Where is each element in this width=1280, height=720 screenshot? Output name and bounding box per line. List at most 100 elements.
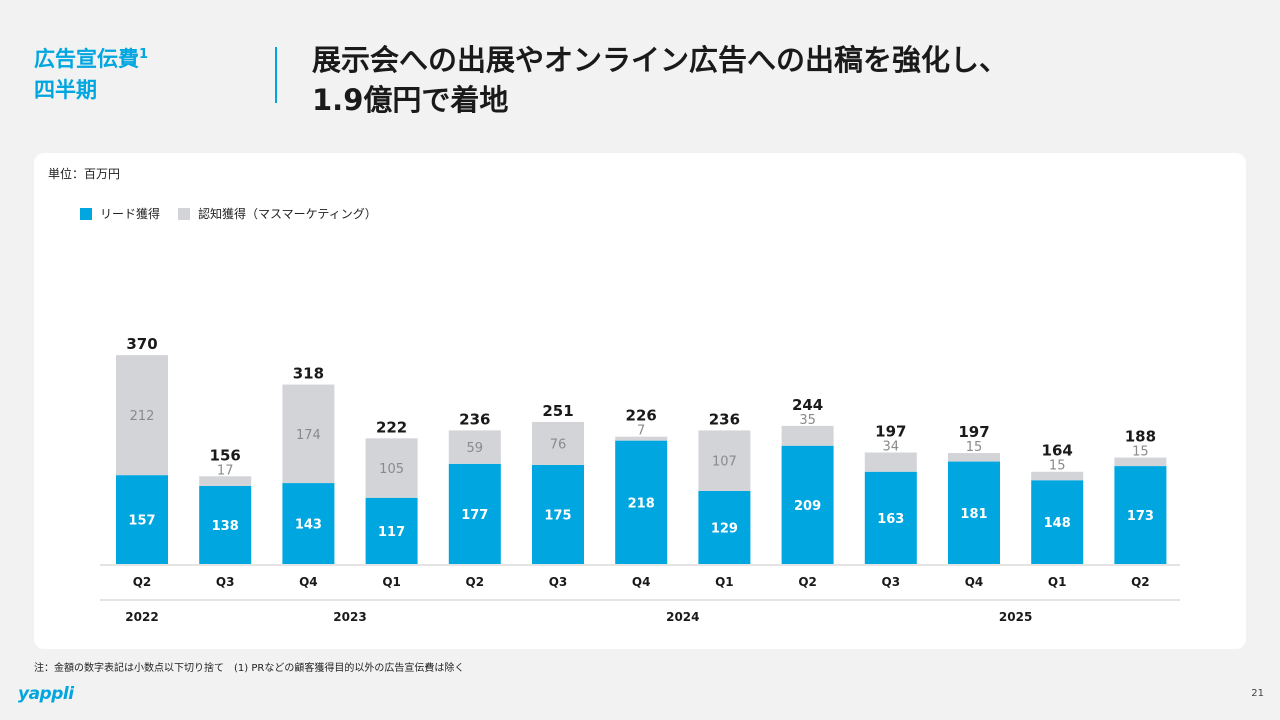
label-total-3: 222 — [376, 418, 407, 436]
year-label-2023: 2023 — [333, 610, 366, 624]
tick-label-11: Q1 — [1048, 575, 1067, 589]
bar-lead-7 — [698, 490, 751, 564]
tick-label-6: Q4 — [632, 575, 651, 589]
legend-item-lead: リード獲得 — [80, 205, 160, 222]
footnote: 注：金額の数字表記は小数点以下切り捨て (1) PRなどの顧客獲得目的以外の広告… — [34, 663, 465, 674]
headline-line-2: 1.9億円で着地 — [312, 83, 509, 117]
page-number: 21 — [1251, 688, 1264, 699]
label-total-1: 156 — [210, 446, 241, 464]
legend-swatch-lead — [80, 207, 92, 220]
bar-awareness-12 — [1114, 457, 1167, 467]
legend-label-awareness: 認知獲得（マスマーケティング） — [198, 207, 377, 221]
yappli-logo: yappli — [18, 684, 74, 704]
tick-label-1: Q3 — [216, 575, 235, 589]
label-total-7: 236 — [709, 410, 740, 428]
bar-lead-2 — [282, 483, 335, 564]
year-label-2025: 2025 — [999, 610, 1032, 624]
chart-card — [34, 153, 1246, 649]
legend-label-lead: リード獲得 — [100, 207, 161, 221]
bar-awareness-5 — [532, 421, 584, 465]
label-lead-1: 138 — [212, 519, 239, 534]
label-awareness-10: 15 — [966, 440, 983, 455]
label-total-4: 236 — [459, 410, 490, 428]
label-total-9: 197 — [875, 422, 906, 440]
label-lead-3: 117 — [378, 525, 405, 540]
bar-awareness-11 — [1031, 471, 1084, 481]
bar-awareness-9 — [864, 452, 917, 472]
label-awareness-9: 34 — [883, 439, 900, 454]
bar-awareness-6 — [615, 436, 668, 441]
label-lead-0: 157 — [128, 514, 155, 529]
label-total-10: 197 — [958, 423, 989, 441]
label-lead-5: 175 — [544, 508, 571, 523]
title-divider — [275, 47, 277, 103]
section-subtitle: 四半期 — [34, 78, 97, 102]
bar-lead-0 — [116, 475, 168, 564]
tick-label-7: Q1 — [715, 575, 734, 589]
label-lead-11: 148 — [1044, 516, 1071, 531]
label-total-6: 226 — [626, 407, 657, 425]
legend-item-awareness: 認知獲得（マスマーケティング） — [178, 205, 377, 222]
label-awareness-8: 35 — [799, 413, 816, 428]
label-total-0: 370 — [126, 335, 157, 353]
year-label-2024: 2024 — [666, 610, 699, 624]
label-awareness-3: 105 — [379, 462, 404, 477]
bar-lead-8 — [781, 445, 834, 564]
label-awareness-0: 212 — [130, 409, 155, 424]
headline-line-1: 展示会への出展やオンライン広告への出稿を強化し、 — [312, 43, 1009, 77]
chart-legend: リード獲得 認知獲得（マスマーケティング） — [80, 205, 395, 222]
tick-label-12: Q2 — [1131, 575, 1150, 589]
bar-lead-11 — [1031, 480, 1084, 564]
bar-lead-1 — [199, 485, 252, 564]
label-awareness-12: 15 — [1132, 445, 1149, 460]
label-awareness-4: 59 — [467, 441, 484, 456]
label-total-2: 318 — [293, 365, 324, 383]
label-total-11: 164 — [1042, 442, 1073, 460]
tick-label-5: Q3 — [549, 575, 568, 589]
bar-awareness-7 — [698, 430, 751, 491]
label-lead-8: 209 — [794, 499, 821, 514]
bar-awareness-1 — [199, 476, 252, 486]
bar-lead-5 — [532, 464, 584, 564]
legend-swatch-awareness — [178, 207, 191, 220]
label-awareness-5: 76 — [550, 437, 567, 452]
label-lead-4: 177 — [461, 508, 488, 523]
label-awareness-11: 15 — [1049, 459, 1066, 474]
tick-label-10: Q4 — [965, 575, 984, 589]
label-lead-6: 218 — [628, 496, 655, 511]
bar-awareness-3 — [365, 438, 418, 498]
bar-lead-4 — [448, 463, 501, 564]
tick-label-8: Q2 — [798, 575, 817, 589]
bar-awareness-10 — [948, 453, 1000, 462]
section-title-footnote-mark: 1 — [139, 47, 149, 62]
bar-lead-3 — [365, 497, 418, 564]
label-awareness-7: 107 — [712, 455, 737, 470]
label-lead-9: 163 — [877, 512, 904, 527]
bar-lead-12 — [1114, 466, 1167, 564]
unit-label: 単位：百万円 — [48, 167, 121, 181]
tick-label-0: Q2 — [133, 575, 152, 589]
tick-label-2: Q4 — [299, 575, 318, 589]
label-lead-12: 173 — [1127, 509, 1154, 524]
label-total-12: 188 — [1125, 428, 1156, 446]
section-title: 広告宣伝費 — [34, 47, 139, 71]
tick-label-4: Q2 — [466, 575, 485, 589]
tick-label-9: Q3 — [882, 575, 901, 589]
tick-label-3: Q1 — [382, 575, 401, 589]
bar-lead-9 — [864, 471, 917, 564]
label-total-5: 251 — [542, 402, 573, 420]
bar-awareness-8 — [781, 425, 834, 446]
headline: 展示会への出展やオンライン広告への出稿を強化し、 1.9億円で着地 — [312, 40, 1252, 120]
label-total-8: 244 — [792, 396, 823, 414]
bar-awareness-4 — [448, 430, 501, 464]
bar-lead-10 — [948, 461, 1000, 564]
bar-awareness-2 — [282, 384, 335, 484]
section-label: 広告宣伝費1 四半期 — [34, 44, 148, 106]
label-lead-2: 143 — [295, 518, 322, 533]
label-awareness-1: 17 — [217, 463, 234, 478]
label-lead-7: 129 — [711, 521, 738, 536]
bar-awareness-0 — [116, 355, 168, 476]
bar-lead-6 — [615, 440, 668, 564]
label-lead-10: 181 — [960, 507, 987, 522]
